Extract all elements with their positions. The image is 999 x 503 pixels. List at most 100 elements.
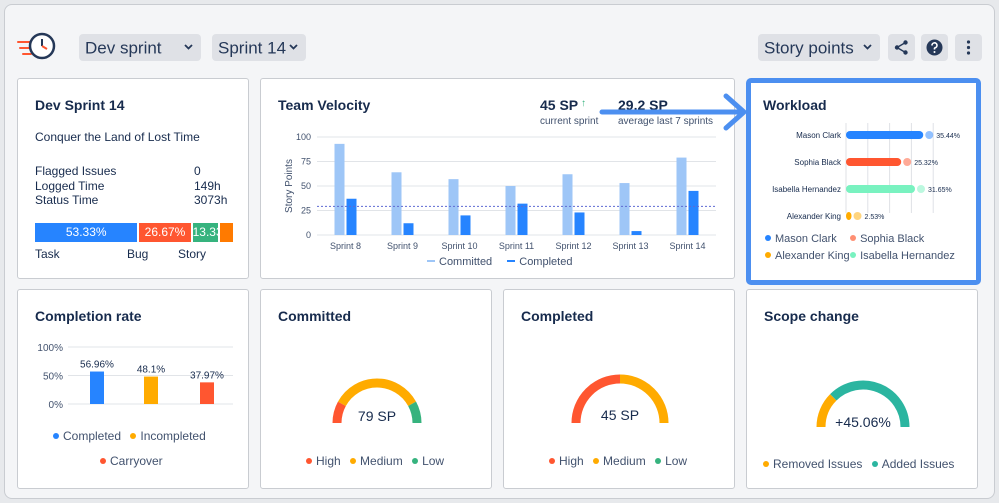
stat-value: 3073h <box>194 193 228 207</box>
legend-low: Low <box>665 454 688 468</box>
y-tick-label: 50% <box>43 372 63 383</box>
workload-card: Workload Mason Clark 35.44% Sophia Black 25… <box>746 78 981 285</box>
low-dot <box>655 458 662 464</box>
completion-legend: Completed Incompleted <box>53 429 206 443</box>
workload-value-label: 2.53% <box>865 214 885 221</box>
workload-legend-row: Mason Clark Sophia Black <box>765 231 955 248</box>
committed-card: Committed 79 SP High Medium Low <box>260 289 492 489</box>
completion-bar <box>200 382 214 404</box>
completed-bar <box>574 212 585 235</box>
legend-completed: Completed <box>63 429 122 443</box>
share-button[interactable] <box>888 34 915 61</box>
workload-legend-row: Alexander King Isabella Hernandez <box>765 248 955 265</box>
y-tick-label: 100% <box>37 343 63 354</box>
workload-bar-cap <box>925 131 934 139</box>
chevron-down-icon <box>863 44 872 50</box>
metric-dropdown[interactable]: Story points <box>758 34 880 61</box>
dashboard-header: Dev sprint Sprint 14 Story points <box>0 0 999 75</box>
legend-removed: Removed Issues <box>773 457 863 471</box>
scope-value: +45.06% <box>835 414 891 430</box>
completed-bar <box>460 215 471 235</box>
scope-legend: Removed Issues Added Issues <box>763 457 954 471</box>
workload-name-label: Isabella Hernandez <box>772 185 841 194</box>
trend-up-icon: ↑ <box>581 98 586 109</box>
x-tick-label: Sprint 9 <box>387 241 418 251</box>
committed-bar <box>448 179 459 235</box>
sprint-title: Dev Sprint 14 <box>35 97 125 113</box>
legend-added: Added Issues <box>881 457 955 471</box>
y-tick-label: 100 <box>296 132 311 142</box>
issue-type-breakdown-bar: 53.33%26.67%13.33% <box>35 223 233 242</box>
carryover-legend: Carryover <box>100 454 163 468</box>
completed-value: 45 SP <box>601 407 639 423</box>
completion-bar <box>144 376 158 404</box>
workload-bar <box>846 131 924 139</box>
workload-bar-cap <box>853 212 862 220</box>
type-label-task: Task <box>35 247 60 261</box>
sprint-dropdown[interactable]: Sprint 14 <box>212 34 306 61</box>
stat-value: 149h <box>194 178 221 193</box>
legend-incompleted: Incompleted <box>140 429 206 443</box>
help-button[interactable] <box>921 34 948 61</box>
help-icon <box>926 39 943 56</box>
breakdown-segment: 13.33% <box>190 223 219 242</box>
stat-row: Flagged Issues 0 <box>35 164 230 179</box>
workload-value-label: 31.65% <box>928 187 952 194</box>
completed-bar <box>403 223 414 235</box>
breakdown-segment: 53.33% <box>35 223 138 242</box>
carryover-dot <box>100 458 106 464</box>
breakdown-segment: 26.67% <box>137 223 191 242</box>
incompleted-dot <box>130 433 137 439</box>
sophia-color-dot <box>850 235 857 241</box>
sprint-info-card: Dev Sprint 14 Conquer the Land of Lost T… <box>17 78 249 279</box>
x-tick-label: Sprint 11 <box>499 241 534 251</box>
sprint-stats: Flagged Issues 0 Logged Time 149h Status T… <box>35 164 230 208</box>
type-label-story: Story <box>178 247 207 261</box>
mason-color-dot <box>765 235 771 241</box>
legend-high: High <box>316 454 341 468</box>
legend-committed: Committed <box>439 256 493 268</box>
stat-label: Flagged Issues <box>35 164 117 178</box>
committed-bar <box>391 172 402 235</box>
scope-gauge: +45.06% <box>816 380 910 430</box>
board-dropdown-label: Dev sprint <box>85 38 162 58</box>
metric-dropdown-label: Story points <box>764 38 854 58</box>
average-label: average last 7 sprints <box>618 116 714 127</box>
completion-title: Completion rate <box>35 308 142 324</box>
legend-sophia: Sophia Black <box>860 233 925 245</box>
workload-bar <box>846 212 852 220</box>
high-dot <box>306 458 312 464</box>
sprint-dropdown-label: Sprint 14 <box>218 38 287 58</box>
velocity-title: Team Velocity <box>278 97 371 113</box>
legend-item: Mason Clark <box>765 231 847 248</box>
committed-bar <box>505 186 516 235</box>
workload-title: Workload <box>763 97 827 113</box>
current-sprint-value: 45 SP <box>540 97 579 113</box>
sprint-goal: Conquer the Land of Lost Time <box>35 130 200 144</box>
committed-bar <box>676 157 687 235</box>
committed-bar <box>562 174 573 235</box>
scope-change-card: Scope change +45.06% Removed Issues Adde… <box>746 289 978 489</box>
completed-legend-swatch <box>507 260 516 262</box>
workload-bar <box>846 158 902 166</box>
share-icon <box>894 40 908 55</box>
board-dropdown[interactable]: Dev sprint <box>79 34 201 61</box>
legend-mason: Mason Clark <box>775 233 837 245</box>
legend-medium: Medium <box>360 454 403 468</box>
x-tick-label: Sprint 12 <box>555 241 591 251</box>
medium-dot <box>593 458 600 464</box>
legend-item: Sophia Black <box>850 233 924 245</box>
completed-card: Completed 45 SP High Medium Low <box>503 289 735 489</box>
completion-value-label: 56.96% <box>80 360 114 371</box>
more-options-button[interactable] <box>955 34 982 61</box>
stat-row: Status Time 3073h <box>35 193 230 208</box>
workload-bar-cap <box>903 158 912 166</box>
completed-bar <box>631 231 642 235</box>
legend-low: Low <box>422 454 445 468</box>
legend-item: Isabella Hernandez <box>850 250 955 262</box>
isabella-color-dot <box>850 252 857 258</box>
committed-title: Committed <box>278 308 352 324</box>
breakdown-segment <box>218 223 233 242</box>
completed-gauge: 45 SP <box>571 374 669 424</box>
more-vertical-icon <box>966 40 971 55</box>
